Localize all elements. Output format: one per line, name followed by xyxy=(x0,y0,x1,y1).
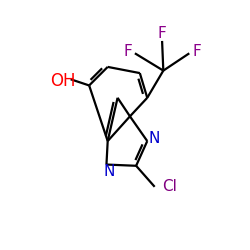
Text: F: F xyxy=(123,44,132,59)
Text: N: N xyxy=(148,131,160,146)
Text: OH: OH xyxy=(50,72,76,90)
Text: F: F xyxy=(158,26,166,41)
Text: N: N xyxy=(103,164,115,179)
Text: F: F xyxy=(192,44,201,59)
Text: Cl: Cl xyxy=(162,179,178,194)
